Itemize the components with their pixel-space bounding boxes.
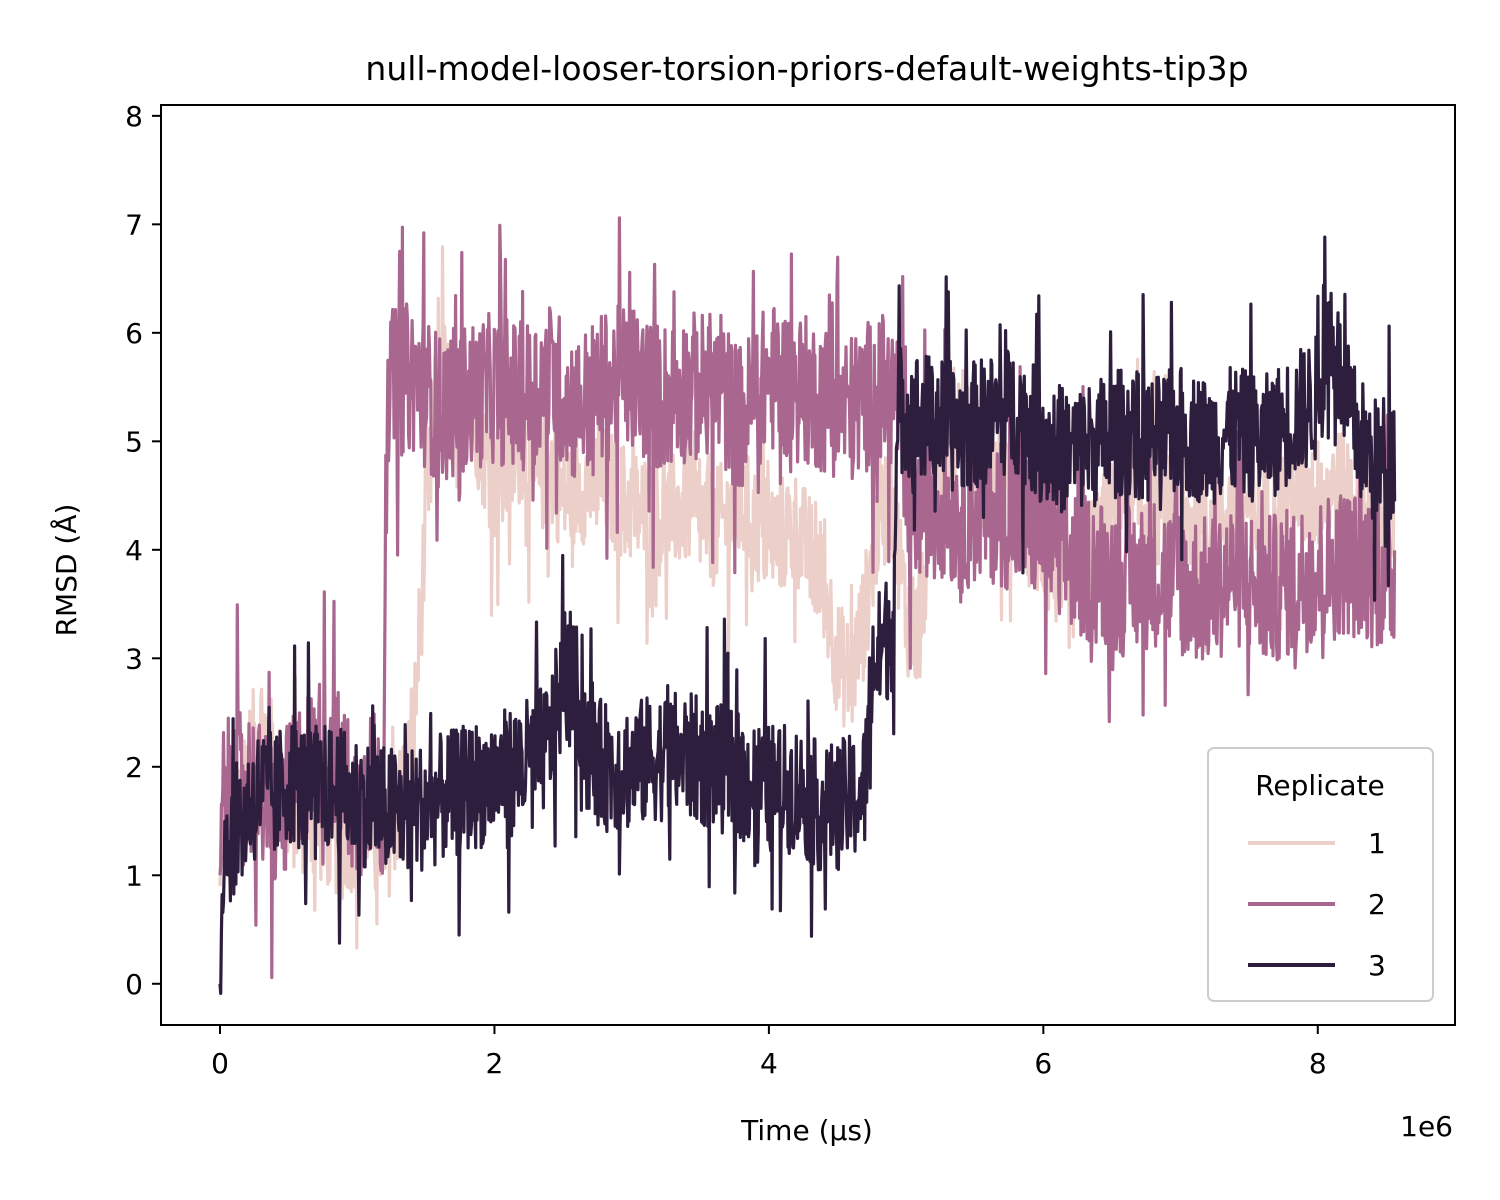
legend-label-2: 2 — [1368, 888, 1386, 921]
y-tick-label: 1 — [125, 859, 143, 892]
x-tick-label: 2 — [486, 1047, 504, 1080]
y-tick-label: 3 — [125, 642, 143, 675]
legend-label-3: 3 — [1368, 949, 1386, 982]
y-tick-label: 7 — [125, 208, 143, 241]
x-axis-offset-label: 1e6 — [1400, 1110, 1453, 1143]
y-axis-label: RMSD (Å) — [49, 504, 83, 637]
y-tick-label: 5 — [125, 425, 143, 458]
legend-box — [1207, 747, 1434, 1002]
y-tick-label: 2 — [125, 751, 143, 784]
x-axis: 0 2 4 6 8 — [211, 1025, 1327, 1080]
x-axis-label: Time (µs) — [740, 1114, 873, 1147]
series-line-2 — [218, 216, 1397, 980]
legend-items: 1 2 3 — [1248, 827, 1386, 982]
x-tick-label: 6 — [1034, 1047, 1052, 1080]
x-tick-label: 0 — [211, 1047, 229, 1080]
y-tick-label: 0 — [125, 968, 143, 1001]
x-tick-label: 8 — [1309, 1047, 1327, 1080]
chart-title: null-model-looser-torsion-priors-default… — [365, 49, 1248, 88]
y-axis: 0 1 2 3 4 5 6 7 8 — [125, 100, 161, 1001]
legend-title: Replicate — [1255, 769, 1385, 802]
series-line-3 — [218, 235, 1397, 995]
y-tick-label: 8 — [125, 100, 143, 133]
series-line-1 — [218, 245, 1397, 950]
y-tick-label: 4 — [125, 534, 143, 567]
plot-area — [160, 104, 1456, 1026]
series-layer — [218, 216, 1397, 995]
x-tick-label: 4 — [760, 1047, 778, 1080]
legend-label-1: 1 — [1368, 827, 1386, 860]
axes-frame — [160, 104, 1456, 1026]
y-tick-label: 6 — [125, 317, 143, 350]
legend: Replicate 1 2 3 — [1207, 747, 1434, 1002]
